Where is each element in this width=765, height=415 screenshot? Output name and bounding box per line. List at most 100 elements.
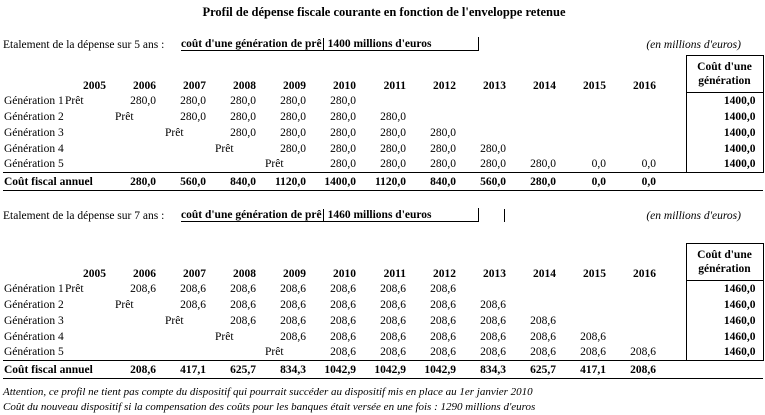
amount-cell: 208,6 [330, 346, 356, 359]
units-note-7yr: (en millions d'euros) [646, 210, 741, 222]
amount-cell: 280,0 [230, 94, 256, 107]
amount-cell: 208,6 [180, 282, 206, 295]
year-header: 2005 [83, 79, 106, 92]
loan-cell: Prêt [165, 126, 184, 139]
amount-cell: 208,6 [530, 314, 556, 327]
footnotes: Attention, ce profil ne tient pas compte… [3, 385, 765, 415]
amount-cell: 280,0 [380, 142, 406, 155]
amount-cell: 208,6 [280, 314, 306, 327]
annual-total-cell: 417,1 [561, 360, 611, 379]
amount-cell [611, 281, 661, 297]
amount-cell: 208,6 [230, 298, 256, 311]
annual-total-cell: 625,7 [211, 360, 261, 379]
gap-cell [661, 172, 686, 191]
annual-total-cell: 1042,9 [411, 360, 461, 379]
generation-cost-text-7yr: coût d'une génération de prê [181, 209, 322, 221]
generation-label: Génération 5 [4, 346, 64, 359]
section-header-5yr: Etalement de la dépense sur 5 ans : coût… [3, 37, 765, 51]
generation-label: Génération 4 [4, 330, 64, 343]
units-note-5yr: (en millions d'euros) [646, 39, 741, 51]
amount-cell [111, 345, 161, 361]
annual-total-cell: 834,3 [261, 360, 311, 379]
gap-cell [661, 109, 686, 125]
amount-cell: 208,6 [380, 314, 406, 327]
amount-cell: 208,6 [380, 346, 406, 359]
amount-cell: 280,0 [130, 94, 156, 107]
amount-cell: 280,0 [280, 142, 306, 155]
year-header-row: 2005 2006 2007 2008 2009 2010 2011 2012 2013 2014… [3, 243, 764, 281]
amount-cell: 280,0 [230, 126, 256, 139]
amount-cell [411, 93, 461, 109]
amount-cell: 208,6 [630, 346, 656, 359]
amount-cell [361, 93, 411, 109]
loan-cell: Prêt [115, 298, 134, 311]
cost-header-line: Coût d'une [697, 248, 752, 261]
year-header: 2013 [483, 267, 506, 280]
generation-row: Génération 4 Prêt 280,0 280,0 280,0 280,0 280,… [3, 140, 764, 157]
generation-cost-text-5yr: coût d'une génération de prê [181, 38, 322, 50]
amount-cell: 280,0 [280, 126, 306, 139]
generation-label: Génération 3 [4, 126, 64, 139]
amount-cell: 280,0 [380, 158, 406, 171]
loan-cell: Prêt [65, 282, 84, 295]
amount-cell [511, 93, 561, 109]
amount-cell [161, 141, 211, 157]
amount-cell: 208,6 [230, 282, 256, 295]
annual-total-cell: 280,0 [111, 172, 161, 191]
amount-cell [561, 313, 611, 329]
amount-cell [561, 93, 611, 109]
year-header: 2011 [383, 79, 406, 92]
amount-cell: 280,0 [480, 158, 506, 171]
generation-total-cell: 1460,0 [685, 312, 764, 329]
annual-total-cell: 208,6 [611, 360, 661, 379]
year-header-row: 2005 2006 2007 2008 2009 2010 2011 2012 2013 2014… [3, 55, 764, 93]
page-title: Profil de dépense fiscale courante en fo… [202, 5, 566, 19]
expense-table-5yr: 2005 2006 2007 2008 2009 2010 2011 2012 2013 2014… [3, 55, 764, 191]
amount-cell: 208,6 [430, 282, 456, 295]
annual-total-cell: 834,3 [461, 360, 511, 379]
generation-cost-value-5yr: 1400 millions d'euros [322, 38, 478, 50]
amount-cell [511, 141, 561, 157]
cost-header-line: génération [698, 263, 751, 275]
amount-cell [111, 313, 161, 329]
amount-cell [111, 157, 161, 173]
loan-cell: Prêt [265, 346, 284, 359]
gap-cell [661, 157, 686, 173]
annual-total-cell: 280,0 [511, 172, 561, 191]
amount-cell: 208,6 [480, 314, 506, 327]
amount-cell: 280,0 [430, 126, 456, 139]
annual-fiscal-cost-row: Coût fiscal annuel 280,0 560,0 840,0 1120,0 1… [3, 172, 763, 191]
amount-cell: 0,0 [641, 158, 656, 171]
amount-cell [561, 297, 611, 313]
amount-cell: 280,0 [430, 158, 456, 171]
amount-cell: 208,6 [430, 330, 456, 343]
amount-cell [511, 125, 561, 141]
amount-cell [61, 345, 111, 361]
annual-total-cell: 0,0 [611, 172, 661, 191]
annual-total-cell [61, 172, 111, 191]
amount-cell [211, 157, 261, 173]
amount-cell [111, 329, 161, 345]
generation-label: Génération 1 [4, 94, 64, 107]
gap-cell [661, 345, 686, 361]
amount-cell [511, 297, 561, 313]
gap-cell [661, 125, 686, 141]
amount-cell [461, 281, 511, 297]
amount-cell: 0,0 [591, 158, 606, 171]
amount-cell [111, 125, 161, 141]
fiscal-expense-report: Profil de dépense fiscale courante en fo… [3, 5, 765, 413]
cost-header-line: génération [698, 75, 751, 87]
section-header-7yr: Etalement de la dépense sur 7 ans : coût… [3, 208, 765, 222]
amount-cell: 208,6 [480, 346, 506, 359]
amount-cell [561, 125, 611, 141]
year-header: 2012 [433, 79, 456, 92]
amount-cell: 280,0 [480, 142, 506, 155]
amount-cell: 208,6 [380, 298, 406, 311]
year-header: 2009 [283, 79, 306, 92]
generation-cost-label-7yr: coût d'une génération de prê 1460 millio… [181, 208, 479, 222]
footnote-2: Coût du nouveau dispositif si la compens… [3, 401, 536, 413]
amount-cell [511, 109, 561, 125]
amount-cell [61, 157, 111, 173]
year-header: 2007 [183, 267, 206, 280]
year-header: 2009 [283, 267, 306, 280]
